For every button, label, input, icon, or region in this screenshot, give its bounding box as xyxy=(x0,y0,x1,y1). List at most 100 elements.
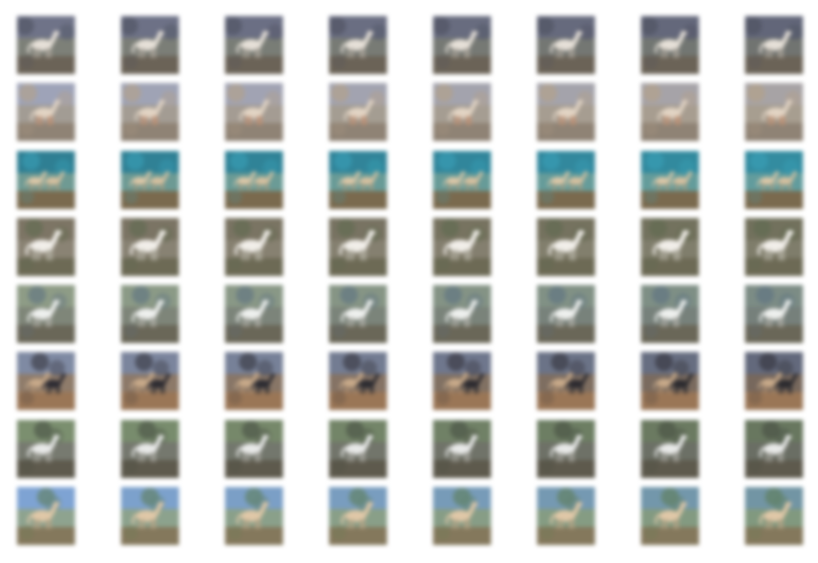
horse-image-canvas xyxy=(433,83,491,141)
generated-horse-image xyxy=(121,218,179,276)
horse-image-canvas xyxy=(121,218,179,276)
generated-horse-image xyxy=(329,16,387,74)
horse-image-canvas xyxy=(745,420,803,478)
generated-horse-image xyxy=(537,352,595,410)
generated-horse-image xyxy=(225,285,283,343)
generated-horse-image xyxy=(745,352,803,410)
generated-horse-image xyxy=(537,487,595,545)
generated-horse-image xyxy=(329,420,387,478)
horse-image-canvas xyxy=(433,420,491,478)
horse-image-canvas xyxy=(329,285,387,343)
generated-horse-image xyxy=(433,83,491,141)
horse-image-canvas xyxy=(537,218,595,276)
horse-image-canvas xyxy=(225,285,283,343)
horse-image-canvas xyxy=(17,352,75,410)
horse-image-canvas xyxy=(433,218,491,276)
generated-horse-image xyxy=(225,487,283,545)
generated-horse-image xyxy=(329,83,387,141)
generated-horse-image xyxy=(433,487,491,545)
horse-image-canvas xyxy=(121,16,179,74)
generated-horse-image xyxy=(745,218,803,276)
generated-horse-image xyxy=(433,16,491,74)
generated-horse-image xyxy=(433,218,491,276)
generated-horse-image xyxy=(329,218,387,276)
generated-horse-image xyxy=(225,151,283,209)
generated-horse-image xyxy=(745,487,803,545)
horse-image-canvas xyxy=(121,487,179,545)
generated-horse-image xyxy=(745,16,803,74)
generated-horse-image xyxy=(225,83,283,141)
horse-image-canvas xyxy=(641,16,699,74)
generated-horse-image xyxy=(641,285,699,343)
generated-horse-image xyxy=(17,352,75,410)
horse-image-canvas xyxy=(17,487,75,545)
generated-horse-image xyxy=(17,83,75,141)
horse-image-canvas xyxy=(433,16,491,74)
horse-image-canvas xyxy=(225,83,283,141)
horse-image-canvas xyxy=(121,420,179,478)
horse-image-canvas xyxy=(641,352,699,410)
horse-image-canvas xyxy=(329,352,387,410)
horse-image-canvas xyxy=(537,285,595,343)
horse-image-canvas xyxy=(329,151,387,209)
generated-horse-image xyxy=(121,151,179,209)
generated-horse-image xyxy=(433,352,491,410)
horse-image-canvas xyxy=(745,151,803,209)
horse-image-canvas xyxy=(641,487,699,545)
generated-horse-image xyxy=(537,151,595,209)
horse-image-canvas xyxy=(537,487,595,545)
generated-horse-image xyxy=(121,420,179,478)
generated-horse-image xyxy=(17,151,75,209)
generated-horse-image xyxy=(537,420,595,478)
generated-horse-image xyxy=(641,16,699,74)
horse-image-canvas xyxy=(433,285,491,343)
horse-image-canvas xyxy=(537,16,595,74)
generated-horse-image xyxy=(537,218,595,276)
generated-horse-image xyxy=(225,352,283,410)
generated-horse-image xyxy=(641,83,699,141)
horse-image-canvas xyxy=(433,352,491,410)
generated-horse-image xyxy=(641,352,699,410)
horse-image-canvas xyxy=(225,352,283,410)
horse-image-canvas xyxy=(225,487,283,545)
generated-horse-image xyxy=(745,285,803,343)
horse-image-canvas xyxy=(745,83,803,141)
generated-horse-image xyxy=(121,83,179,141)
horse-image-canvas xyxy=(745,16,803,74)
horse-image-canvas xyxy=(537,420,595,478)
generated-horse-image xyxy=(641,218,699,276)
generated-horse-image xyxy=(121,487,179,545)
generated-horse-image xyxy=(121,285,179,343)
generated-horse-image xyxy=(433,151,491,209)
horse-image-canvas xyxy=(17,285,75,343)
generated-horse-image xyxy=(121,16,179,74)
generated-horse-image xyxy=(329,151,387,209)
generated-horse-image xyxy=(17,487,75,545)
horse-image-canvas xyxy=(433,151,491,209)
horse-image-canvas xyxy=(641,83,699,141)
horse-image-canvas xyxy=(641,420,699,478)
generated-horse-image xyxy=(433,285,491,343)
horse-image-canvas xyxy=(641,218,699,276)
horse-image-canvas xyxy=(329,218,387,276)
horse-image-canvas xyxy=(225,420,283,478)
horse-image-canvas xyxy=(121,285,179,343)
generated-horse-image xyxy=(225,218,283,276)
horse-image-canvas xyxy=(745,487,803,545)
horse-image-canvas xyxy=(329,16,387,74)
generated-horse-image xyxy=(225,420,283,478)
horse-image-canvas xyxy=(641,151,699,209)
horse-image-canvas xyxy=(225,218,283,276)
horse-image-canvas xyxy=(745,218,803,276)
horse-image-canvas xyxy=(745,285,803,343)
horse-image-canvas xyxy=(17,83,75,141)
generated-horse-image xyxy=(745,420,803,478)
generated-horse-image xyxy=(17,285,75,343)
generated-horse-image xyxy=(641,151,699,209)
generated-horse-image xyxy=(329,352,387,410)
horse-image-canvas xyxy=(537,83,595,141)
horse-image-canvas xyxy=(641,285,699,343)
horse-image-canvas xyxy=(121,151,179,209)
horse-image-canvas xyxy=(745,352,803,410)
